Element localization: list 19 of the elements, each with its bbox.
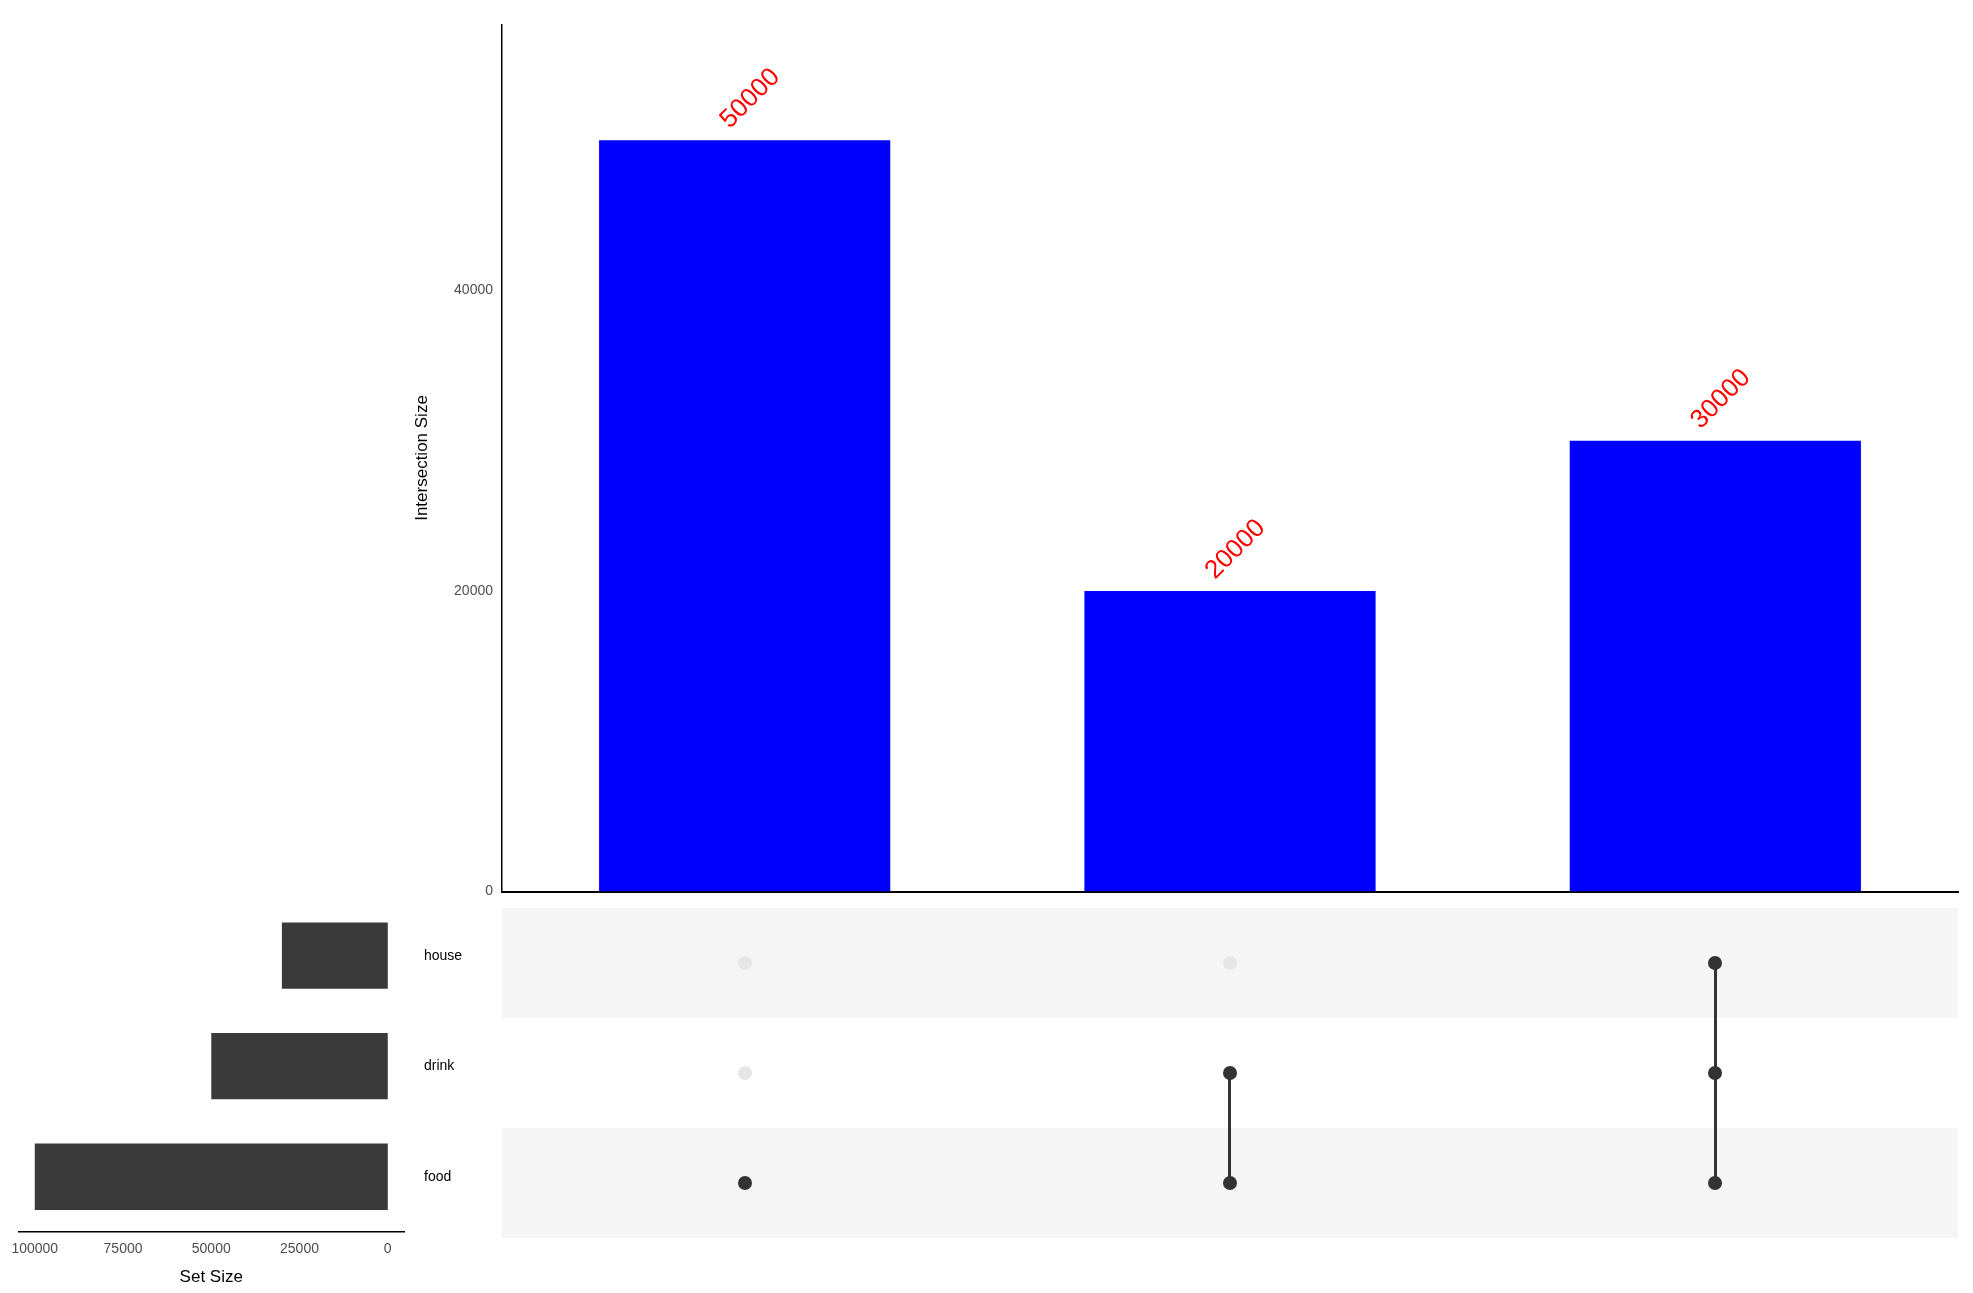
- x-axis-title: Set Size: [179, 1267, 243, 1287]
- bar: [599, 140, 891, 892]
- x-tick-label: 0: [383, 1240, 392, 1257]
- bar: [1084, 591, 1376, 892]
- y-tick-label: 0: [485, 882, 494, 899]
- bar: [211, 1033, 388, 1100]
- x-tick-label: 75000: [103, 1240, 143, 1257]
- bar: [281, 922, 388, 989]
- y-tick-label: drink: [424, 1057, 456, 1074]
- x-tick-label: 50000: [191, 1240, 231, 1257]
- y-tick-label: house: [424, 946, 463, 963]
- y-tick-label: 40000: [454, 281, 494, 298]
- x-tick-label: 100000: [11, 1240, 59, 1257]
- y-tick-label: food: [424, 1167, 452, 1184]
- y-axis-title: Intersection Size: [411, 395, 431, 521]
- y-tick-label: 20000: [454, 581, 494, 598]
- x-tick-label: 25000: [280, 1240, 320, 1257]
- bar: [34, 1143, 388, 1210]
- bar: [1569, 440, 1861, 892]
